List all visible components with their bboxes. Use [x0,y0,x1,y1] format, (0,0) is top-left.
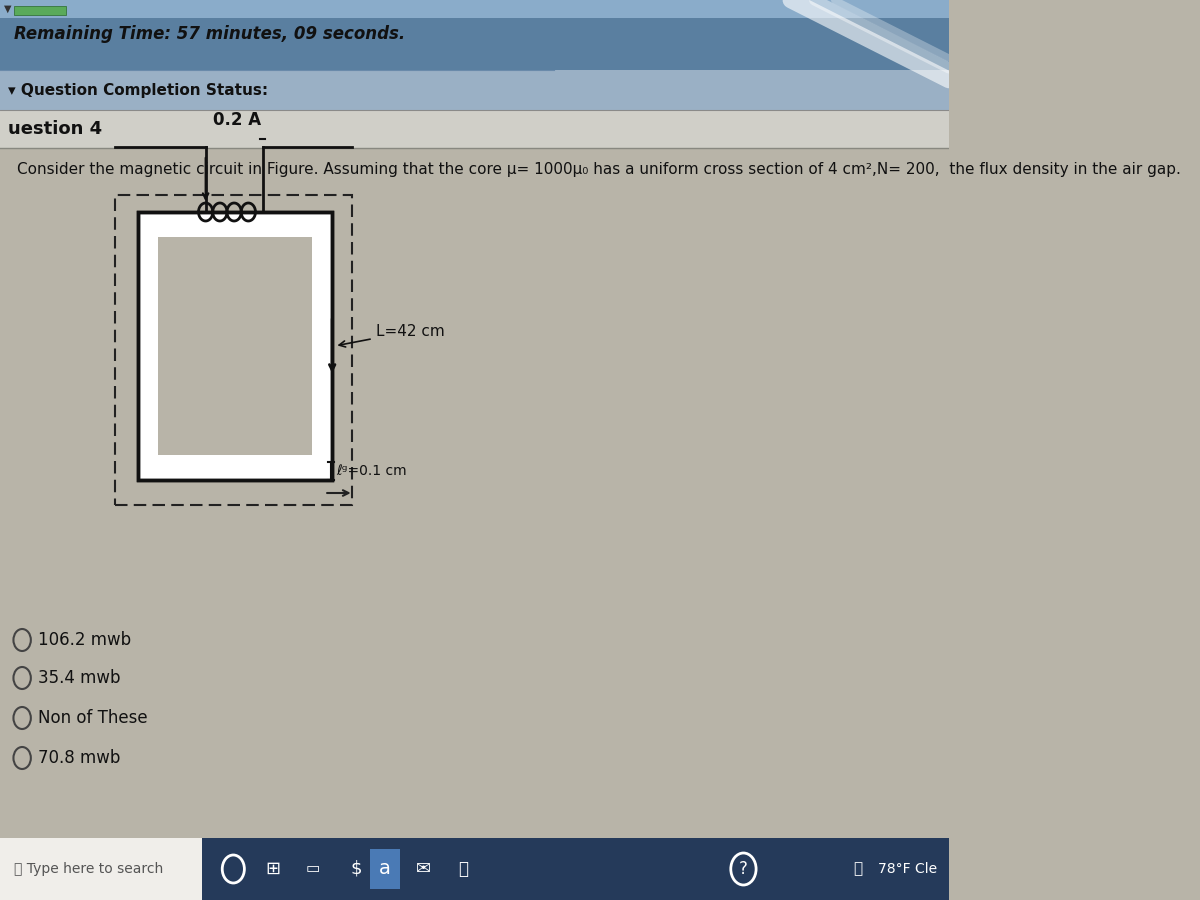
Bar [138,212,332,480]
Bar [0,18,949,70]
Text: 🌙: 🌙 [853,861,863,877]
Text: ▭: ▭ [305,861,319,877]
Text: ⌕ Type here to search: ⌕ Type here to search [14,862,163,876]
Bar [0,0,949,18]
Text: ✉: ✉ [415,860,431,878]
Text: Non of These: Non of These [38,709,148,727]
Bar [0,838,949,900]
Text: 🌐: 🌐 [457,860,468,878]
Bar [115,195,352,505]
Text: 78°F Cle: 78°F Cle [878,862,937,876]
Text: 106.2 mwb: 106.2 mwb [38,631,131,649]
Bar [138,212,332,480]
Bar [370,849,400,889]
Text: ?: ? [739,860,748,878]
Bar [0,110,949,148]
Bar [14,6,66,15]
Text: $: $ [350,860,361,878]
Text: ▼: ▼ [4,4,12,14]
Text: 0.2 A: 0.2 A [212,111,260,129]
Bar [158,237,312,455]
Text: ▾ Question Completion Status:: ▾ Question Completion Status: [8,83,268,97]
Text: Consider the magnetic circuit in Figure. Assuming that the core μ= 1000μ₀ has a : Consider the magnetic circuit in Figure.… [17,162,1181,177]
Text: Remaining Time: 57 minutes, 09 seconds.: Remaining Time: 57 minutes, 09 seconds. [14,25,406,43]
Text: ℓᵍ=0.1 cm: ℓᵍ=0.1 cm [336,464,407,478]
Bar [0,70,949,110]
Text: a: a [379,860,391,878]
Text: 35.4 mwb: 35.4 mwb [38,669,120,687]
Bar [0,110,949,840]
Bar [0,838,202,900]
Text: ⊞: ⊞ [265,860,281,878]
Text: L=42 cm: L=42 cm [340,324,444,347]
Text: uestion 4: uestion 4 [8,120,102,138]
Text: 70.8 mwb: 70.8 mwb [38,749,120,767]
